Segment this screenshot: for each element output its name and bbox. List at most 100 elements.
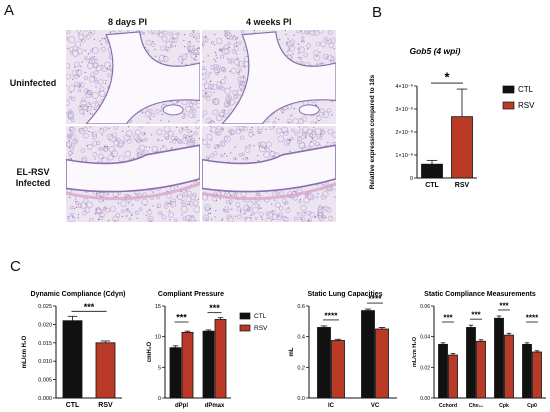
alveolus bbox=[202, 65, 206, 70]
alveolus bbox=[71, 118, 75, 122]
alveolus bbox=[158, 211, 162, 215]
alveolus bbox=[76, 30, 82, 33]
alveolus bbox=[230, 67, 237, 74]
nucleus bbox=[275, 117, 277, 119]
bar-ctl bbox=[62, 320, 83, 399]
alveolus bbox=[100, 46, 106, 52]
alveolus bbox=[315, 141, 320, 147]
nucleus bbox=[189, 203, 191, 205]
alveolus bbox=[136, 148, 141, 153]
nucleus bbox=[323, 113, 325, 115]
alveolus bbox=[208, 83, 214, 90]
nucleus bbox=[80, 65, 82, 68]
alveolus bbox=[109, 206, 116, 213]
significance-label: * bbox=[444, 70, 450, 85]
alveolus bbox=[108, 145, 116, 153]
alveolus bbox=[210, 64, 215, 70]
alveolus bbox=[223, 135, 231, 143]
alveolus bbox=[223, 44, 229, 51]
alveolus bbox=[183, 113, 187, 117]
alveolus bbox=[78, 89, 82, 93]
nucleus bbox=[100, 195, 102, 197]
nucleus bbox=[151, 134, 153, 136]
y-tick-label: 0.4 bbox=[297, 335, 305, 341]
alveolus bbox=[238, 41, 242, 45]
alveolus bbox=[172, 37, 178, 44]
nucleus bbox=[258, 146, 261, 148]
nucleus bbox=[312, 137, 314, 139]
nucleus bbox=[148, 117, 151, 119]
alveolus bbox=[330, 37, 336, 44]
nucleus bbox=[220, 49, 222, 51]
bar-ctl bbox=[421, 163, 443, 179]
nucleus bbox=[141, 112, 144, 114]
alveolus bbox=[223, 75, 227, 79]
chart-title: Compliant Pressure bbox=[158, 291, 224, 298]
alveolus bbox=[95, 65, 102, 72]
nucleus bbox=[98, 103, 100, 105]
nucleus bbox=[87, 106, 89, 108]
alveolus bbox=[98, 128, 105, 134]
alveolus bbox=[185, 196, 192, 203]
nucleus bbox=[90, 31, 92, 34]
alveolus bbox=[156, 196, 160, 200]
nucleus bbox=[285, 34, 287, 36]
nucleus bbox=[287, 131, 289, 133]
legend-swatch-rsv bbox=[502, 101, 515, 110]
nucleus bbox=[112, 155, 115, 157]
col-header-4weeks: 4 weeks PI bbox=[246, 17, 292, 27]
nucleus bbox=[157, 206, 159, 208]
alveolus bbox=[283, 139, 291, 146]
alveolus bbox=[222, 68, 226, 73]
nucleus bbox=[258, 131, 260, 133]
nucleus bbox=[208, 212, 210, 215]
alveolus bbox=[172, 33, 179, 40]
nucleus bbox=[145, 215, 147, 217]
alveolus bbox=[206, 134, 213, 141]
alveolus bbox=[215, 65, 222, 71]
nucleus bbox=[96, 194, 98, 196]
alveolus bbox=[68, 215, 76, 222]
nucleus bbox=[288, 121, 290, 123]
alveolus bbox=[182, 194, 186, 198]
alveolus bbox=[111, 132, 118, 138]
alveolus bbox=[128, 217, 132, 221]
alveolus bbox=[252, 206, 259, 214]
y-tick-label: 0.6 bbox=[297, 304, 305, 310]
nucleus bbox=[174, 138, 176, 141]
alveolus bbox=[169, 36, 176, 43]
alveolus bbox=[118, 155, 125, 162]
alveolus bbox=[80, 148, 86, 153]
alveolus bbox=[151, 30, 159, 35]
alveolus bbox=[215, 37, 223, 45]
nucleus bbox=[96, 208, 98, 210]
alveolus bbox=[74, 61, 80, 68]
chart-static-capacities: Static Lung Capacities mL 0.0 0.2 0.4 0.6 IC VC… bbox=[289, 291, 397, 409]
nucleus bbox=[215, 60, 217, 62]
nucleus bbox=[177, 186, 179, 188]
nucleus bbox=[117, 202, 119, 204]
col-header-8days: 8 days PI bbox=[108, 17, 148, 27]
nucleus bbox=[298, 56, 300, 59]
nucleus bbox=[293, 108, 295, 110]
nucleus bbox=[128, 126, 130, 128]
nucleus bbox=[318, 119, 320, 122]
alveolus bbox=[120, 200, 127, 207]
alveolus bbox=[74, 41, 82, 48]
alveolus bbox=[87, 144, 93, 150]
nucleus bbox=[219, 49, 221, 51]
alveolus bbox=[146, 122, 150, 124]
alveolus bbox=[325, 207, 332, 213]
nucleus bbox=[86, 110, 89, 112]
alveolus bbox=[301, 211, 306, 217]
nucleus bbox=[181, 214, 183, 216]
alveolus bbox=[121, 209, 125, 213]
y-tick-label: 0.010 bbox=[38, 359, 52, 365]
nucleus bbox=[79, 106, 81, 108]
nucleus bbox=[209, 80, 212, 83]
nucleus bbox=[202, 60, 204, 63]
nucleus bbox=[213, 44, 216, 46]
alveolus bbox=[66, 36, 69, 41]
nucleus bbox=[195, 55, 197, 57]
nucleus bbox=[265, 128, 267, 130]
